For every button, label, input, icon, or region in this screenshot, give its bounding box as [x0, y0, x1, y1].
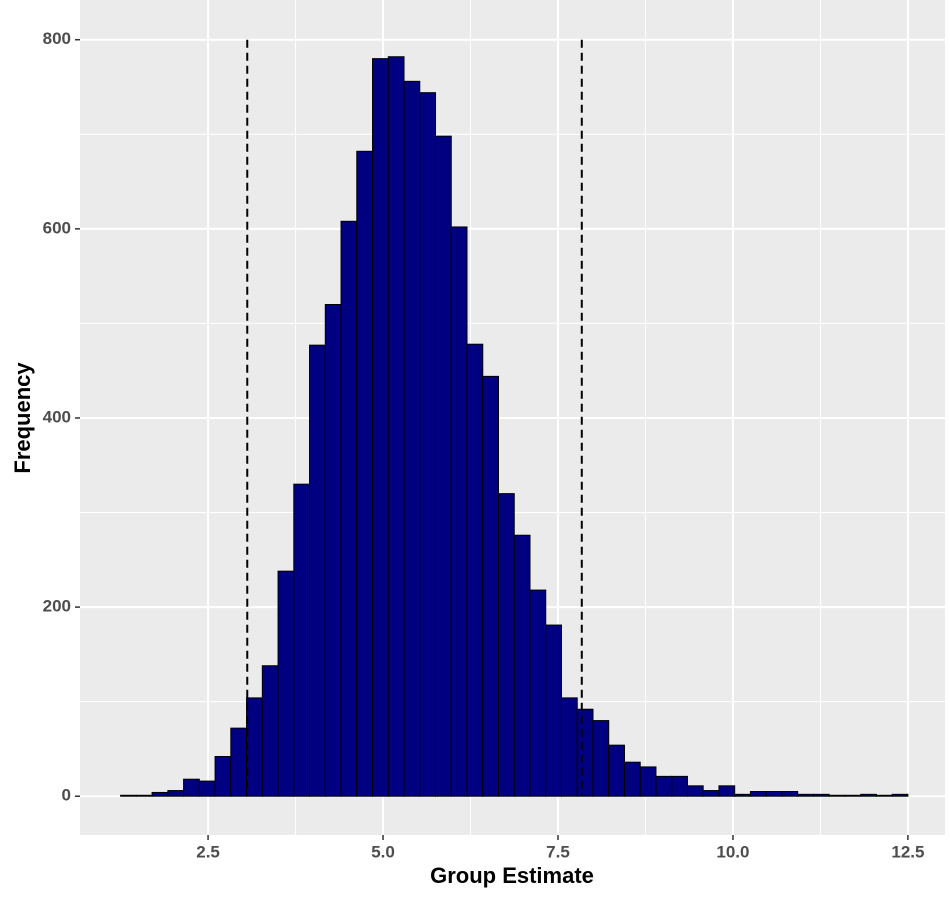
bar: [702, 790, 720, 797]
bar: [875, 794, 893, 797]
bar: [891, 793, 909, 797]
bar: [781, 791, 799, 797]
x-tick-label: 2.5: [196, 842, 220, 861]
bar: [309, 344, 326, 797]
bar: [214, 756, 232, 797]
x-tick-label: 12.5: [891, 842, 924, 861]
x-tick-label: 7.5: [546, 842, 570, 861]
bar: [261, 665, 279, 797]
bar: [435, 135, 452, 797]
y-tick-label: 800: [43, 29, 71, 48]
bar: [277, 570, 295, 797]
bar: [198, 780, 216, 797]
bar: [718, 785, 736, 797]
bar: [812, 793, 830, 797]
bar: [639, 766, 657, 797]
y-tick-label: 400: [43, 407, 71, 426]
x-tick-label: 5.0: [371, 842, 395, 861]
x-axis-title: Group Estimate: [430, 863, 594, 888]
bar: [324, 303, 342, 797]
bar: [655, 775, 673, 797]
bar: [482, 375, 500, 797]
bar: [135, 794, 153, 797]
bar: [403, 80, 421, 797]
y-tick-label: 600: [43, 218, 71, 237]
bar: [828, 794, 846, 797]
bar: [686, 785, 704, 797]
bar: [466, 343, 484, 797]
bar: [765, 791, 783, 797]
bar: [293, 483, 311, 797]
bar: [167, 790, 185, 797]
y-tick-label: 200: [43, 597, 71, 616]
bar: [576, 708, 594, 797]
bar: [560, 697, 578, 797]
bar: [529, 589, 547, 797]
bar: [671, 775, 688, 797]
y-tick-label: 0: [62, 786, 71, 805]
bar: [356, 150, 374, 797]
bar: [734, 793, 751, 797]
y-axis-title: Frequency: [10, 362, 35, 474]
bar: [419, 92, 437, 797]
bar: [151, 791, 169, 797]
bar: [545, 624, 562, 797]
bar: [623, 761, 641, 797]
bar: [120, 794, 137, 797]
bar: [797, 793, 814, 797]
bar: [608, 744, 625, 797]
bar: [844, 794, 862, 797]
bar: [387, 56, 405, 797]
bar: [450, 226, 468, 797]
bar: [372, 58, 389, 797]
bar: [340, 220, 358, 797]
bar: [749, 791, 767, 797]
x-tick-label: 10.0: [716, 842, 749, 861]
bar: [592, 720, 610, 797]
bar: [246, 697, 263, 797]
bar: [498, 493, 515, 797]
bar: [513, 534, 531, 797]
bar: [860, 793, 877, 797]
bar: [183, 778, 200, 797]
bar: [230, 727, 248, 797]
